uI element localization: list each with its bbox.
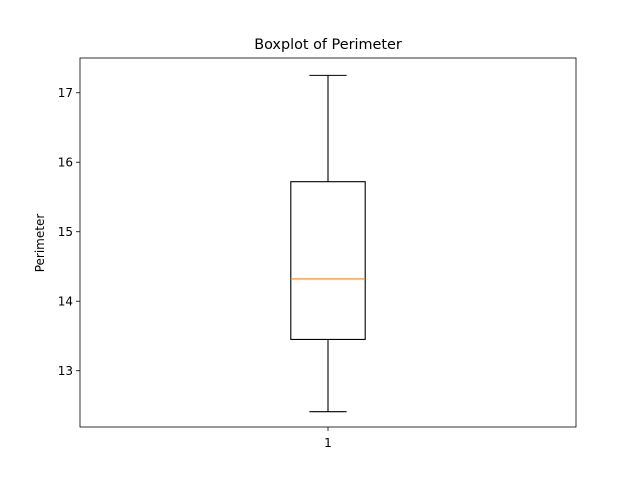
y-tick-label: 15 [58, 225, 73, 239]
box-series [290, 74, 366, 413]
y-tick-label: 16 [58, 156, 73, 170]
box-iqr [290, 181, 366, 340]
x-axis: 1 [324, 427, 332, 450]
y-axis-label: Perimeter [33, 214, 47, 273]
y-tick-label: 17 [58, 86, 73, 100]
y-tick-label: 13 [58, 364, 73, 378]
x-tick-label: 1 [324, 436, 332, 450]
y-tick-label: 14 [58, 295, 73, 309]
chart-title: Boxplot of Perimeter [254, 37, 402, 53]
y-axis: 13 14 15 16 17 [58, 86, 80, 378]
